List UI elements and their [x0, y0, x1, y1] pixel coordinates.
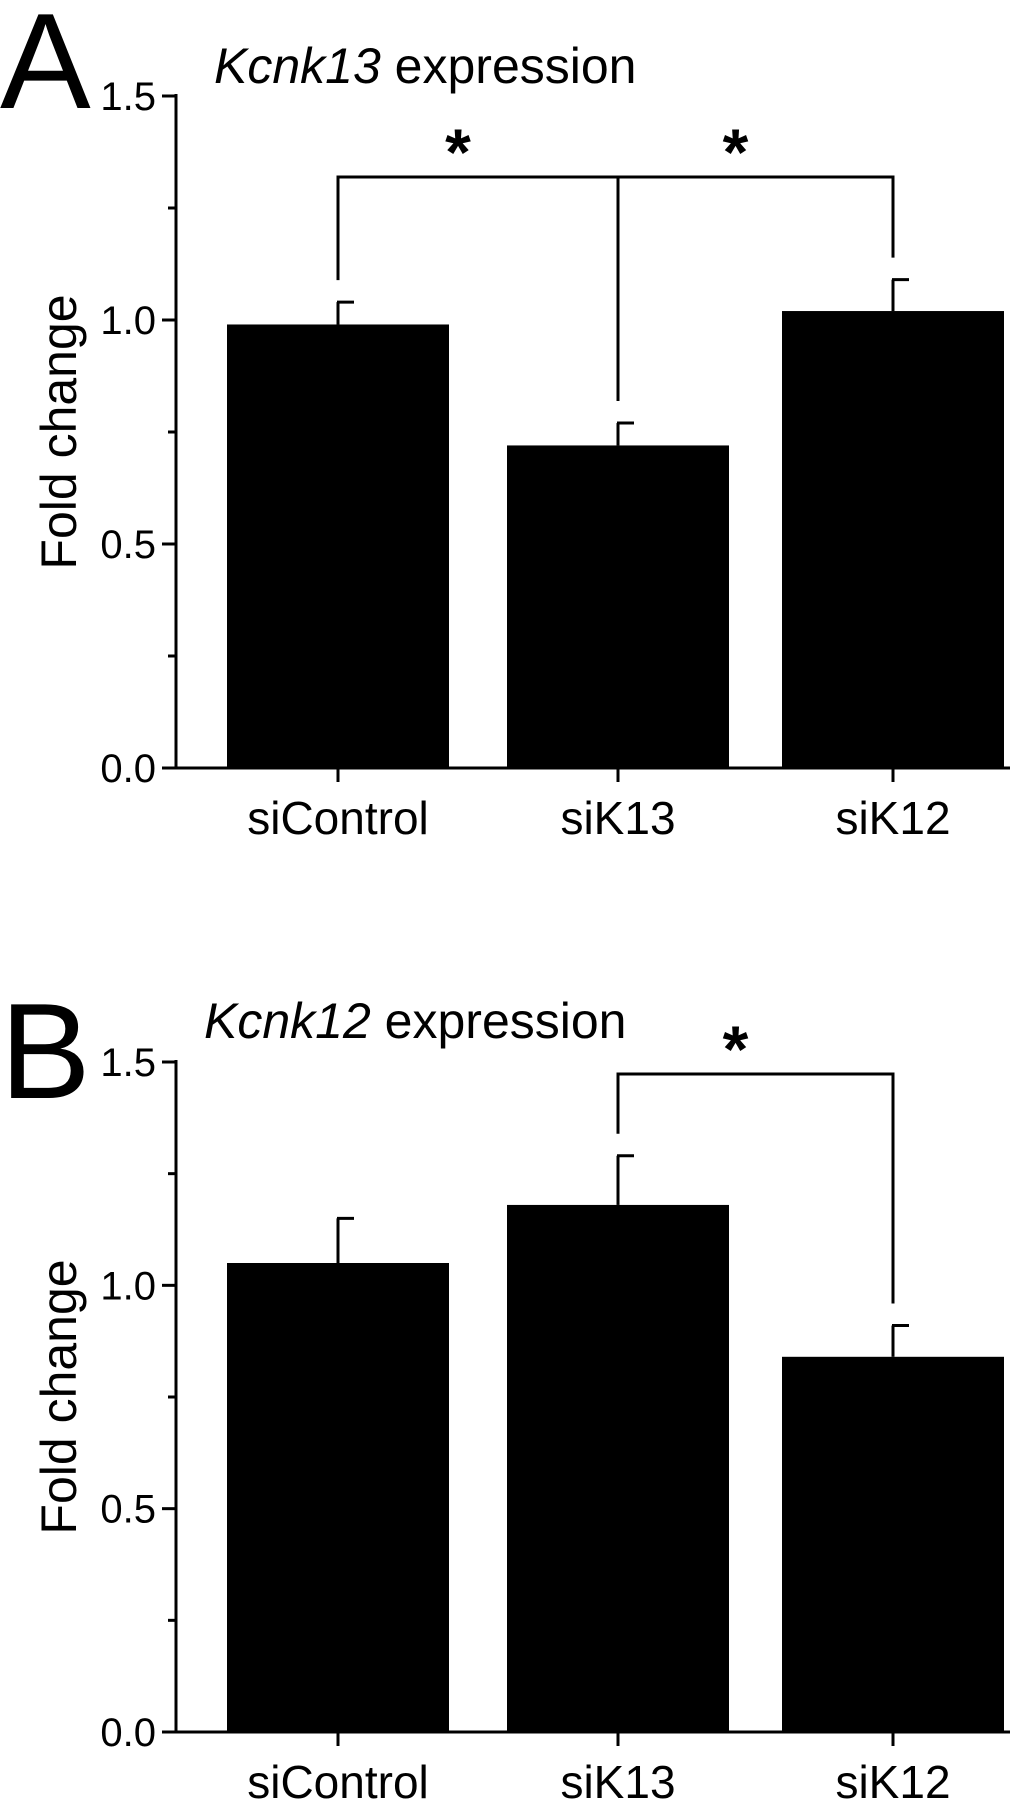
- x-tick-label: siK12: [835, 792, 950, 844]
- chart-title: Kcnk12 expression: [204, 993, 626, 1049]
- significance-bracket: [616, 1072, 895, 1304]
- chart-title-rest: expression: [371, 993, 627, 1049]
- x-tick-label: siControl: [247, 1756, 429, 1800]
- x-tick-label: siControl: [247, 792, 429, 844]
- chart-title-italic: Kcnk12: [204, 993, 371, 1049]
- significance-label: *: [445, 115, 471, 189]
- bar-sicontrol: [227, 324, 449, 768]
- y-tick-label: 1.5: [100, 75, 156, 119]
- x-tick-label: siK13: [560, 792, 675, 844]
- y-axis-label: Fold change: [31, 294, 87, 569]
- chart-title-rest: expression: [381, 38, 637, 94]
- bar-sicontrol: [227, 1263, 449, 1732]
- panel-letter: B: [0, 975, 91, 1127]
- y-tick-label: 1.5: [100, 1041, 156, 1085]
- y-axis-label: Fold change: [31, 1259, 87, 1534]
- x-tick-label: siK13: [560, 1756, 675, 1800]
- bar-sik12: [782, 1356, 1004, 1732]
- chart-title: Kcnk13 expression: [214, 38, 636, 94]
- bar-sik13: [507, 1204, 729, 1732]
- chart-panel-b: B Kcnk12 expression 0.0 0.5 1.0 1.5 Fold chang…: [0, 975, 1010, 1800]
- y-tick-label: 1.0: [100, 1264, 156, 1308]
- significance-bracket: [616, 175, 895, 402]
- chart-panel-a: A Kcnk13 expression 0.0 0.5 1.0 1.5 Fold chang…: [0, 0, 1010, 844]
- y-tick-label: 0.5: [100, 523, 156, 567]
- bar-sik13: [507, 445, 729, 768]
- significance-label: *: [723, 115, 749, 189]
- significance-label: *: [723, 1012, 749, 1086]
- panel-letter: A: [0, 0, 91, 137]
- y-tick-label: 0.5: [100, 1488, 156, 1532]
- bar-sik12: [782, 311, 1004, 768]
- y-tick-label: 0.0: [100, 1711, 156, 1755]
- y-tick-label: 1.0: [100, 299, 156, 343]
- chart-title-italic: Kcnk13: [214, 38, 381, 94]
- x-tick-label: siK12: [835, 1756, 950, 1800]
- y-tick-label: 0.0: [100, 747, 156, 791]
